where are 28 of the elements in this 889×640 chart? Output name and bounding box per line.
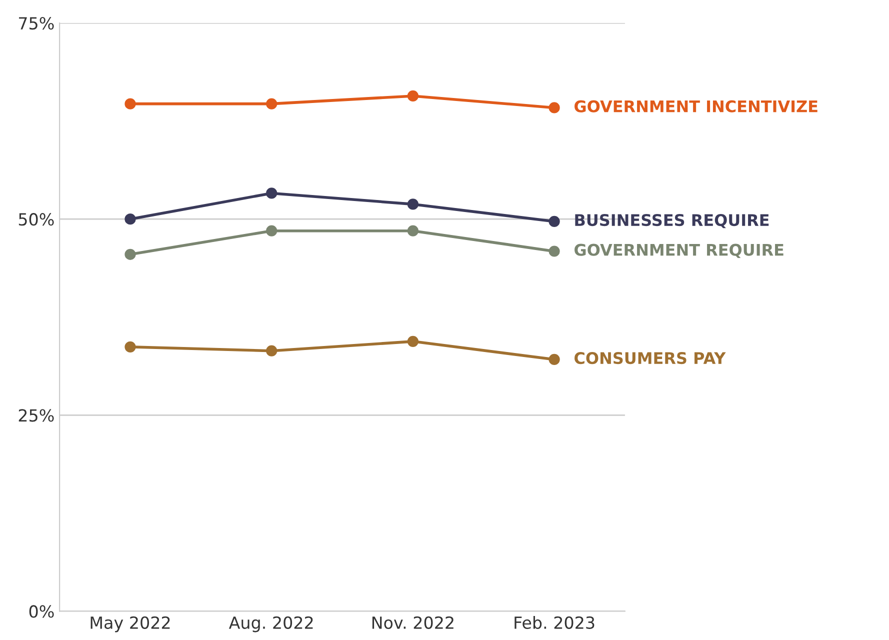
point bbox=[548, 216, 560, 227]
point bbox=[124, 341, 136, 352]
y-tick-label: 75% bbox=[19, 17, 54, 30]
point bbox=[266, 188, 278, 199]
point bbox=[266, 225, 278, 236]
x-tick-label: Aug. 2022 bbox=[228, 616, 313, 632]
point bbox=[407, 90, 418, 102]
y-tick-label: 25% bbox=[18, 409, 54, 422]
series-label: GOVERNMENT REQUIRE bbox=[574, 244, 784, 258]
series-label: GOVERNMENT INCENTIVIZE bbox=[574, 100, 818, 112]
x-tick-label: May 2022 bbox=[90, 616, 170, 632]
point bbox=[266, 98, 278, 110]
y-tick-label: 50% bbox=[18, 213, 54, 226]
point bbox=[124, 98, 136, 110]
series-label: BUSINESSES REQUIRE bbox=[575, 214, 769, 228]
point bbox=[266, 345, 278, 356]
point bbox=[548, 102, 560, 114]
point bbox=[124, 214, 136, 225]
point bbox=[407, 336, 418, 347]
point bbox=[548, 246, 560, 257]
point bbox=[124, 248, 136, 260]
point bbox=[548, 354, 560, 366]
x-tick-label: Feb. 2023 bbox=[514, 616, 594, 629]
y-tick-label: 0% bbox=[29, 605, 54, 618]
x-tick-label: Nov. 2022 bbox=[372, 616, 454, 629]
point bbox=[407, 198, 418, 210]
point bbox=[407, 225, 418, 236]
series-label: CONSUMERS PAY bbox=[574, 352, 726, 364]
